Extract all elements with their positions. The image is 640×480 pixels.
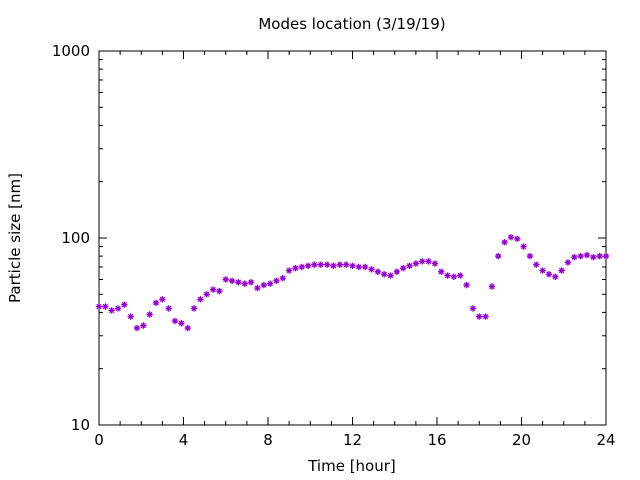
data-point [152,299,160,307]
data-point [197,296,204,303]
data-point [368,266,375,273]
data-point [254,284,261,292]
data-point [95,303,103,310]
data-point [488,283,496,290]
data-point [184,324,191,332]
data-point [171,317,179,325]
data-point [146,311,153,318]
data-point [482,313,489,320]
data-point [393,268,401,275]
data-point [228,277,236,285]
x-tick-label: 8 [263,431,273,449]
data-point [304,262,312,270]
data-point [602,252,610,260]
data-point [596,252,603,260]
data-point [495,252,502,260]
data-point [203,291,210,298]
data-point [127,313,134,320]
data-point [501,238,508,246]
data-point [387,272,394,279]
data-point [323,261,331,268]
data-point [140,322,147,329]
data-point [564,259,572,266]
data-point [571,253,578,261]
x-tick-label: 12 [343,431,362,449]
data-point [273,277,280,285]
y-tick-label: 100 [61,229,90,247]
data-point [558,267,565,274]
data-point [476,313,483,320]
x-axis-label: Time [hour] [307,457,396,475]
data-point [444,272,451,279]
x-tick-label: 0 [94,431,104,449]
data-point [165,305,172,312]
data-point [102,303,109,310]
data-point [406,262,413,270]
data-point [260,281,267,289]
y-tick-label: 10 [71,416,90,434]
data-point [425,258,432,265]
data-point [431,260,439,267]
data-point [342,261,350,268]
data-point [355,263,363,271]
data-points [95,233,610,332]
plot-frame [98,50,607,426]
data-point [520,243,527,250]
data-point [330,262,337,270]
data-point [577,252,584,260]
data-point [159,296,166,303]
data-point [216,287,223,295]
data-point [178,320,185,327]
data-point [108,307,115,314]
data-point [457,272,464,279]
data-point [279,274,286,282]
x-tick-label: 20 [512,431,531,449]
ticks-layer: 0 4 8 12 16 20 24 10 100 1000 [52,42,616,449]
data-point [336,261,344,268]
data-point [438,268,445,275]
data-point [247,279,255,286]
x-tick-label: 4 [179,431,189,449]
data-point [114,305,122,312]
data-point [412,260,420,267]
data-point [285,267,293,274]
data-point [209,286,217,293]
data-point [450,273,458,281]
data-point [121,301,128,308]
data-point [552,273,559,281]
y-tick-label: 1000 [52,42,90,60]
data-point [400,264,407,272]
data-point [590,253,597,261]
chart-title: Modes location (3/19/19) [258,15,445,33]
data-point [266,280,274,287]
data-point [349,262,356,270]
data-point [419,258,426,265]
data-point [241,280,248,287]
data-point [469,305,477,312]
data-point [545,271,553,278]
data-point [317,261,325,268]
data-point [133,324,141,332]
data-point [298,263,305,271]
x-tick-label: 16 [427,431,446,449]
data-point [190,305,198,312]
x-tick-label: 24 [596,431,615,449]
data-point [514,235,521,243]
data-point [222,276,229,283]
data-point [374,268,382,275]
data-point [463,281,470,289]
data-point [311,261,318,268]
data-point [539,267,546,274]
data-point [380,271,388,278]
data-point [533,261,540,268]
data-point [526,252,534,260]
data-point [235,279,242,286]
data-point [507,233,515,241]
data-point [361,263,369,271]
y-axis-label: Particle size [nm] [6,173,24,303]
data-point [583,251,591,259]
data-point [292,264,299,272]
